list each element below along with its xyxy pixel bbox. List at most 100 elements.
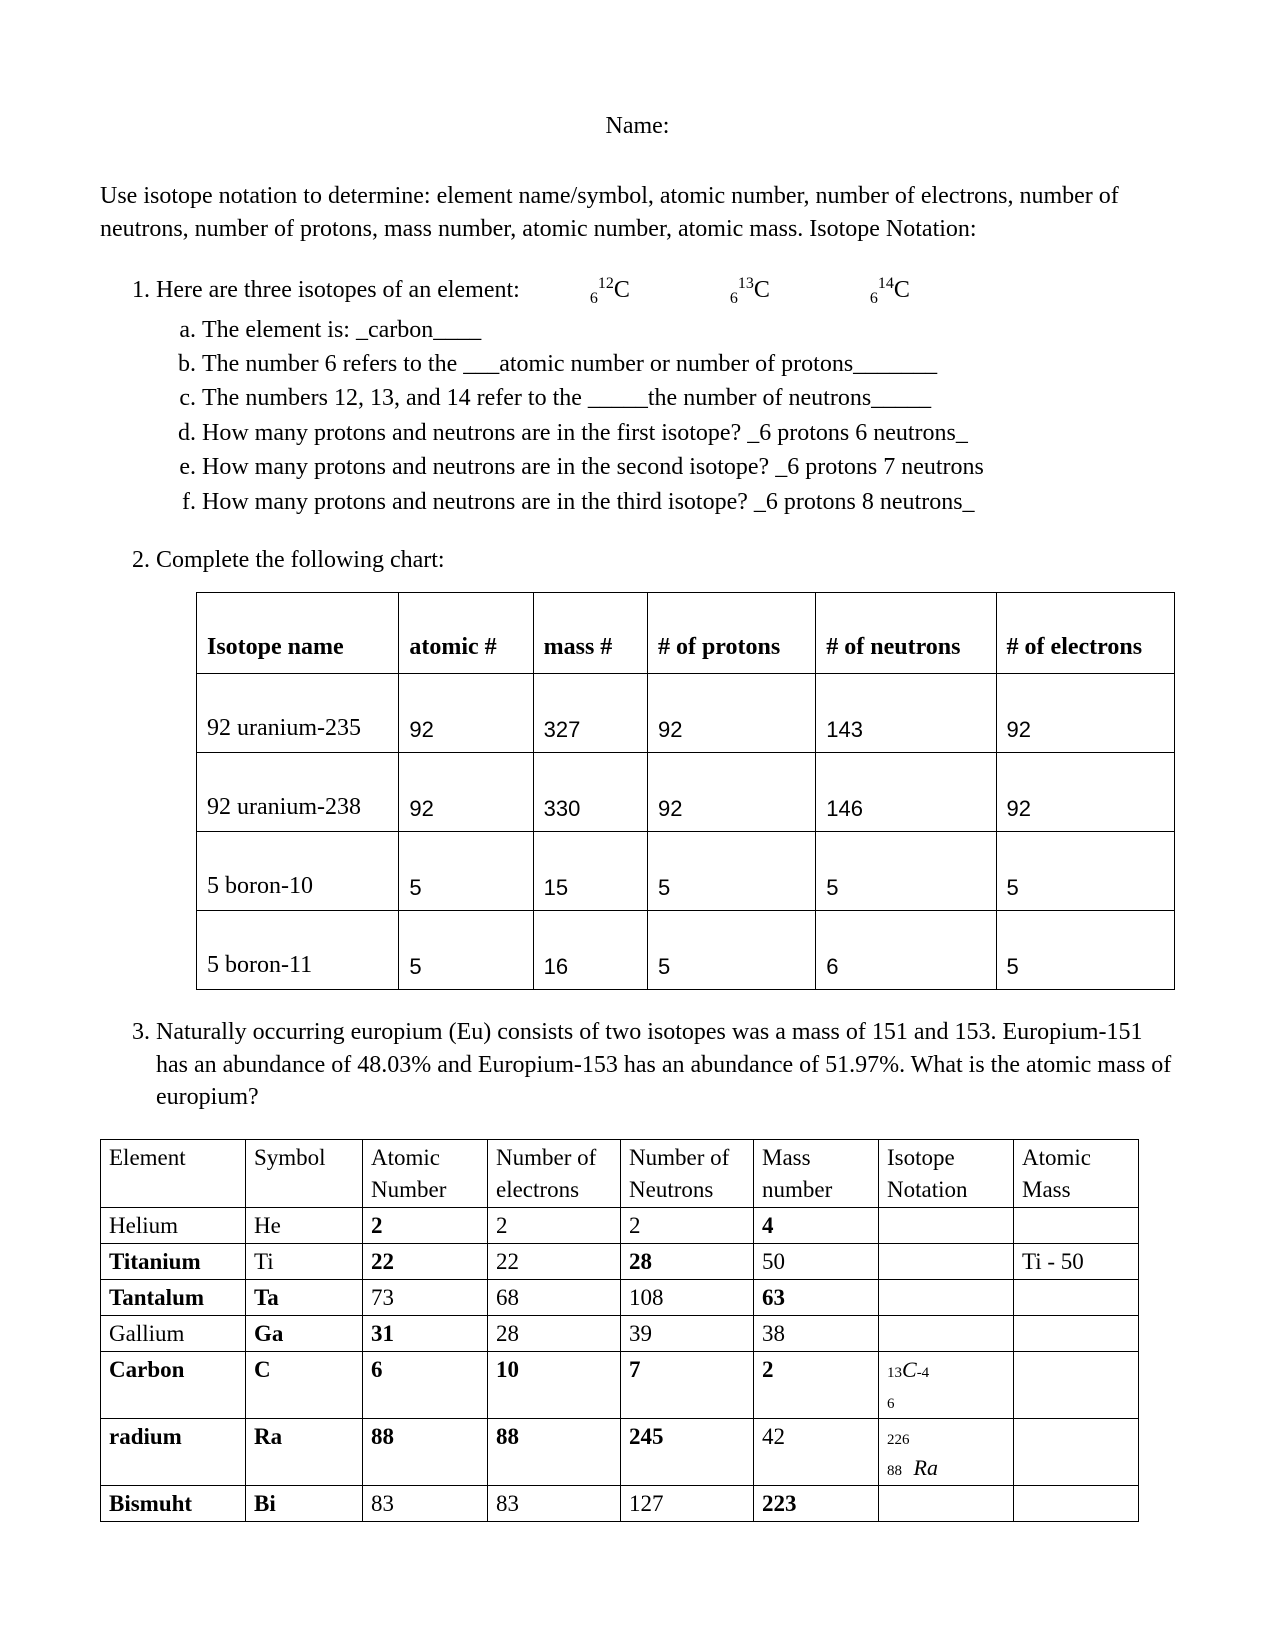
q1-e: How many protons and neutrons are in the…	[202, 451, 1175, 483]
q1-d: How many protons and neutrons are in the…	[202, 417, 1175, 449]
q3-text: Naturally occurring europium (Eu) consis…	[156, 1016, 1175, 1113]
cell-name: 5 boron-11	[197, 911, 399, 990]
table-row: HeliumHe2224	[101, 1207, 1139, 1243]
th-element: Element	[101, 1140, 246, 1207]
th-mass: mass #	[533, 593, 647, 674]
cell-neutrons: 5	[816, 832, 996, 911]
table-row: TitaniumTi22222850Ti - 50	[101, 1243, 1139, 1279]
th-atomic: atomic #	[399, 593, 533, 674]
cell-atomic: 22	[363, 1243, 488, 1279]
cell-notation	[879, 1279, 1014, 1315]
isotope-2: 613C	[730, 273, 770, 309]
cell-atomic: 92	[399, 674, 533, 753]
th-neutrons: # of neutrons	[816, 593, 996, 674]
cell-mass: 42	[754, 1418, 879, 1485]
th-protons: # of protons	[647, 593, 815, 674]
table-row: 5 boron-10 5 15 5 5 5	[197, 832, 1175, 911]
cell-notation: 13C-46	[879, 1351, 1014, 1418]
cell-protons: 92	[647, 674, 815, 753]
cell-electrons: 28	[488, 1315, 621, 1351]
table-row: CarbonC6107213C-46	[101, 1351, 1139, 1418]
th-electrons: Number of electrons	[488, 1140, 621, 1207]
cell-mass: 2	[754, 1351, 879, 1418]
cell-element: Tantalum	[101, 1279, 246, 1315]
th-mass-number: Mass number	[754, 1140, 879, 1207]
q1-c: The numbers 12, 13, and 14 refer to the …	[202, 382, 1175, 414]
intro-text: Use isotope notation to determine: eleme…	[100, 180, 1175, 245]
cell-element: Bismuht	[101, 1485, 246, 1521]
cell-symbol: Ti	[246, 1243, 363, 1279]
table-row: GalliumGa31283938	[101, 1315, 1139, 1351]
cell-element: Carbon	[101, 1351, 246, 1418]
cell-atomic: 5	[399, 911, 533, 990]
cell-atomic_mass	[1014, 1485, 1139, 1521]
table-row: 5 boron-11 5 16 5 6 5	[197, 911, 1175, 990]
isotope-chart: Isotope name atomic # mass # # of proton…	[196, 592, 1175, 990]
cell-symbol: He	[246, 1207, 363, 1243]
cell-neutrons: 127	[621, 1485, 754, 1521]
cell-electrons: 92	[996, 674, 1174, 753]
cell-atomic: 92	[399, 753, 533, 832]
th-symbol: Symbol	[246, 1140, 363, 1207]
th-atomic-number: Atomic Number	[363, 1140, 488, 1207]
cell-atomic: 2	[363, 1207, 488, 1243]
cell-mass: 16	[533, 911, 647, 990]
cell-electrons: 68	[488, 1279, 621, 1315]
name-label: Name:	[100, 110, 1175, 142]
cell-neutrons: 146	[816, 753, 996, 832]
worksheet-page: Name: Use isotope notation to determine:…	[0, 0, 1275, 1651]
cell-notation	[879, 1315, 1014, 1351]
cell-neutrons: 28	[621, 1243, 754, 1279]
cell-atomic: 83	[363, 1485, 488, 1521]
isotope-1: 612C	[590, 273, 630, 309]
th-atomic-mass: Atomic Mass	[1014, 1140, 1139, 1207]
cell-protons: 92	[647, 753, 815, 832]
cell-neutrons: 108	[621, 1279, 754, 1315]
cell-electrons: 5	[996, 832, 1174, 911]
cell-mass: 38	[754, 1315, 879, 1351]
cell-notation	[879, 1243, 1014, 1279]
th-neutrons: Number of Neutrons	[621, 1140, 754, 1207]
isotope-3: 614C	[870, 273, 910, 309]
cell-element: Titanium	[101, 1243, 246, 1279]
cell-electrons: 2	[488, 1207, 621, 1243]
q1-a: The element is: _carbon____	[202, 314, 1175, 346]
cell-atomic: 31	[363, 1315, 488, 1351]
th-isotope-name: Isotope name	[197, 593, 399, 674]
cell-atomic_mass	[1014, 1279, 1139, 1315]
cell-protons: 5	[647, 911, 815, 990]
table-row: radiumRa88882454222688 Ra	[101, 1418, 1139, 1485]
table-row: 92 uranium-235 92 327 92 143 92	[197, 674, 1175, 753]
cell-mass: 63	[754, 1279, 879, 1315]
cell-element: Helium	[101, 1207, 246, 1243]
q1-b: The number 6 refers to the ___atomic num…	[202, 348, 1175, 380]
cell-name: 92 uranium-238	[197, 753, 399, 832]
cell-neutrons: 245	[621, 1418, 754, 1485]
q1-f: How many protons and neutrons are in the…	[202, 486, 1175, 518]
cell-symbol: Ra	[246, 1418, 363, 1485]
table-row: BismuhtBi8383127223	[101, 1485, 1139, 1521]
table-header-row: Element Symbol Atomic Number Number of e…	[101, 1140, 1139, 1207]
cell-atomic_mass	[1014, 1315, 1139, 1351]
cell-atomic: 5	[399, 832, 533, 911]
cell-mass: 4	[754, 1207, 879, 1243]
cell-neutrons: 2	[621, 1207, 754, 1243]
cell-electrons: 10	[488, 1351, 621, 1418]
cell-atomic_mass	[1014, 1207, 1139, 1243]
cell-atomic_mass	[1014, 1418, 1139, 1485]
cell-electrons: 83	[488, 1485, 621, 1521]
cell-name: 92 uranium-235	[197, 674, 399, 753]
th-electrons: # of electrons	[996, 593, 1174, 674]
cell-symbol: Ta	[246, 1279, 363, 1315]
cell-symbol: Ga	[246, 1315, 363, 1351]
cell-mass: 330	[533, 753, 647, 832]
cell-notation	[879, 1207, 1014, 1243]
cell-notation: 22688 Ra	[879, 1418, 1014, 1485]
cell-atomic_mass: Ti - 50	[1014, 1243, 1139, 1279]
cell-atomic: 6	[363, 1351, 488, 1418]
cell-mass: 223	[754, 1485, 879, 1521]
cell-neutrons: 143	[816, 674, 996, 753]
th-notation: Isotope Notation	[879, 1140, 1014, 1207]
cell-neutrons: 7	[621, 1351, 754, 1418]
q1-stem: Here are three isotopes of an element:	[156, 274, 520, 306]
